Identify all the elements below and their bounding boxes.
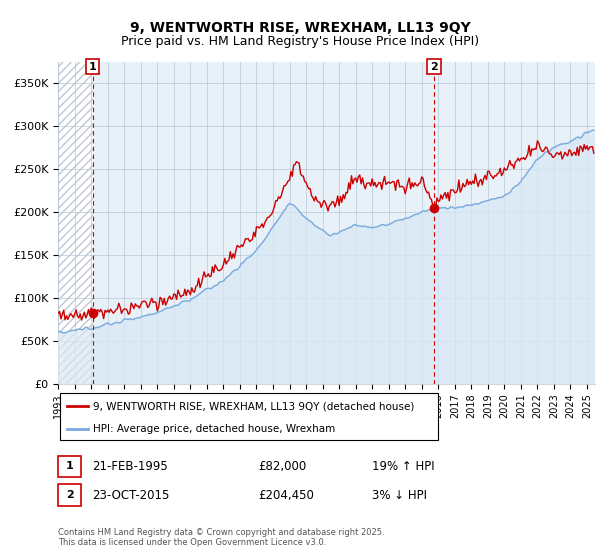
Text: 21-FEB-1995: 21-FEB-1995 — [92, 460, 167, 473]
Text: £82,000: £82,000 — [258, 460, 306, 473]
Text: 1: 1 — [66, 461, 73, 472]
Bar — [58, 62, 92, 384]
Text: HPI: Average price, detached house, Wrexham: HPI: Average price, detached house, Wrex… — [93, 424, 335, 435]
Text: Contains HM Land Registry data © Crown copyright and database right 2025.
This d: Contains HM Land Registry data © Crown c… — [58, 528, 385, 547]
Text: 9, WENTWORTH RISE, WREXHAM, LL13 9QY (detached house): 9, WENTWORTH RISE, WREXHAM, LL13 9QY (de… — [93, 401, 415, 411]
Text: 23-OCT-2015: 23-OCT-2015 — [92, 488, 169, 502]
Text: 3% ↓ HPI: 3% ↓ HPI — [372, 488, 427, 502]
Text: 2: 2 — [66, 490, 73, 500]
Text: £204,450: £204,450 — [258, 488, 314, 502]
Text: Price paid vs. HM Land Registry's House Price Index (HPI): Price paid vs. HM Land Registry's House … — [121, 35, 479, 48]
Text: 9, WENTWORTH RISE, WREXHAM, LL13 9QY: 9, WENTWORTH RISE, WREXHAM, LL13 9QY — [130, 21, 470, 35]
Text: 2: 2 — [430, 62, 438, 72]
Text: 19% ↑ HPI: 19% ↑ HPI — [372, 460, 434, 473]
Text: 1: 1 — [89, 62, 97, 72]
